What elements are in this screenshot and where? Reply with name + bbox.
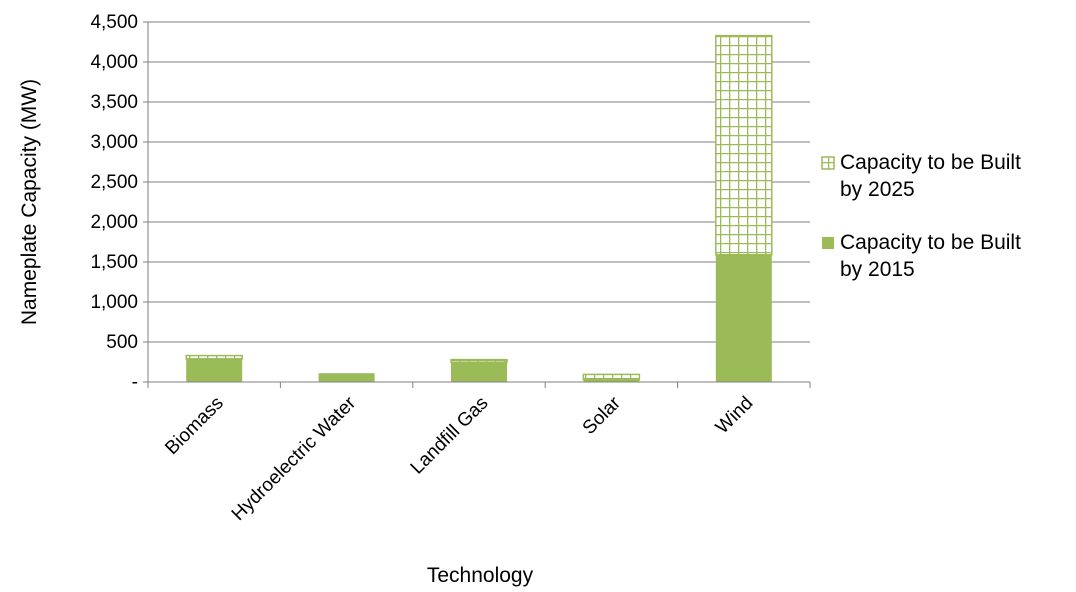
bar-landfill-gas-series-2 [450,358,508,364]
y-tick-label: 4,000 [90,52,138,73]
bar-landfill-gas-series-1 [451,362,507,382]
bar-wind-series-1 [715,254,772,382]
y-tick-label: 4,500 [90,12,138,33]
legend-label: Capacity to be Built by 2015 [840,231,1021,281]
y-tick-label: - [132,372,138,393]
y-tick-label: 500 [106,332,138,353]
y-tick-label: 1,000 [90,292,138,313]
y-tick-label: 1,500 [90,252,138,273]
bar-biomass-series-2 [185,354,243,360]
legend-swatch [821,156,835,170]
x-tick-label: Landfill Gas [407,393,493,479]
y-tick-label: 2,000 [90,212,138,233]
x-tick-label: Biomass [161,393,227,459]
legend: Capacity to be Built by 2025 Capacity to b… [821,151,1021,281]
bar-biomass-series-1 [186,358,243,382]
legend-swatch [822,237,834,249]
y-tick-label: 3,000 [90,132,138,153]
x-tick-label: Hydroelectric Water [228,392,361,525]
bar-solar-series-2 [582,373,641,381]
x-tick-label: Solar [579,392,626,439]
bar-hydroelectric-water-series-1 [318,373,375,382]
bar-wind-series-2 [715,34,773,256]
bar-solar-series-1 [583,379,640,382]
y-axis-title: Nameplate Capacity (MW) [18,79,41,325]
legend-label: Capacity to be Built by 2025 [840,151,1021,201]
y-tick-label: 3,500 [90,92,138,113]
x-axis-title: Technology [427,564,534,587]
y-tick-label: 2,500 [90,172,138,193]
x-tick-label: Wind [712,393,757,438]
